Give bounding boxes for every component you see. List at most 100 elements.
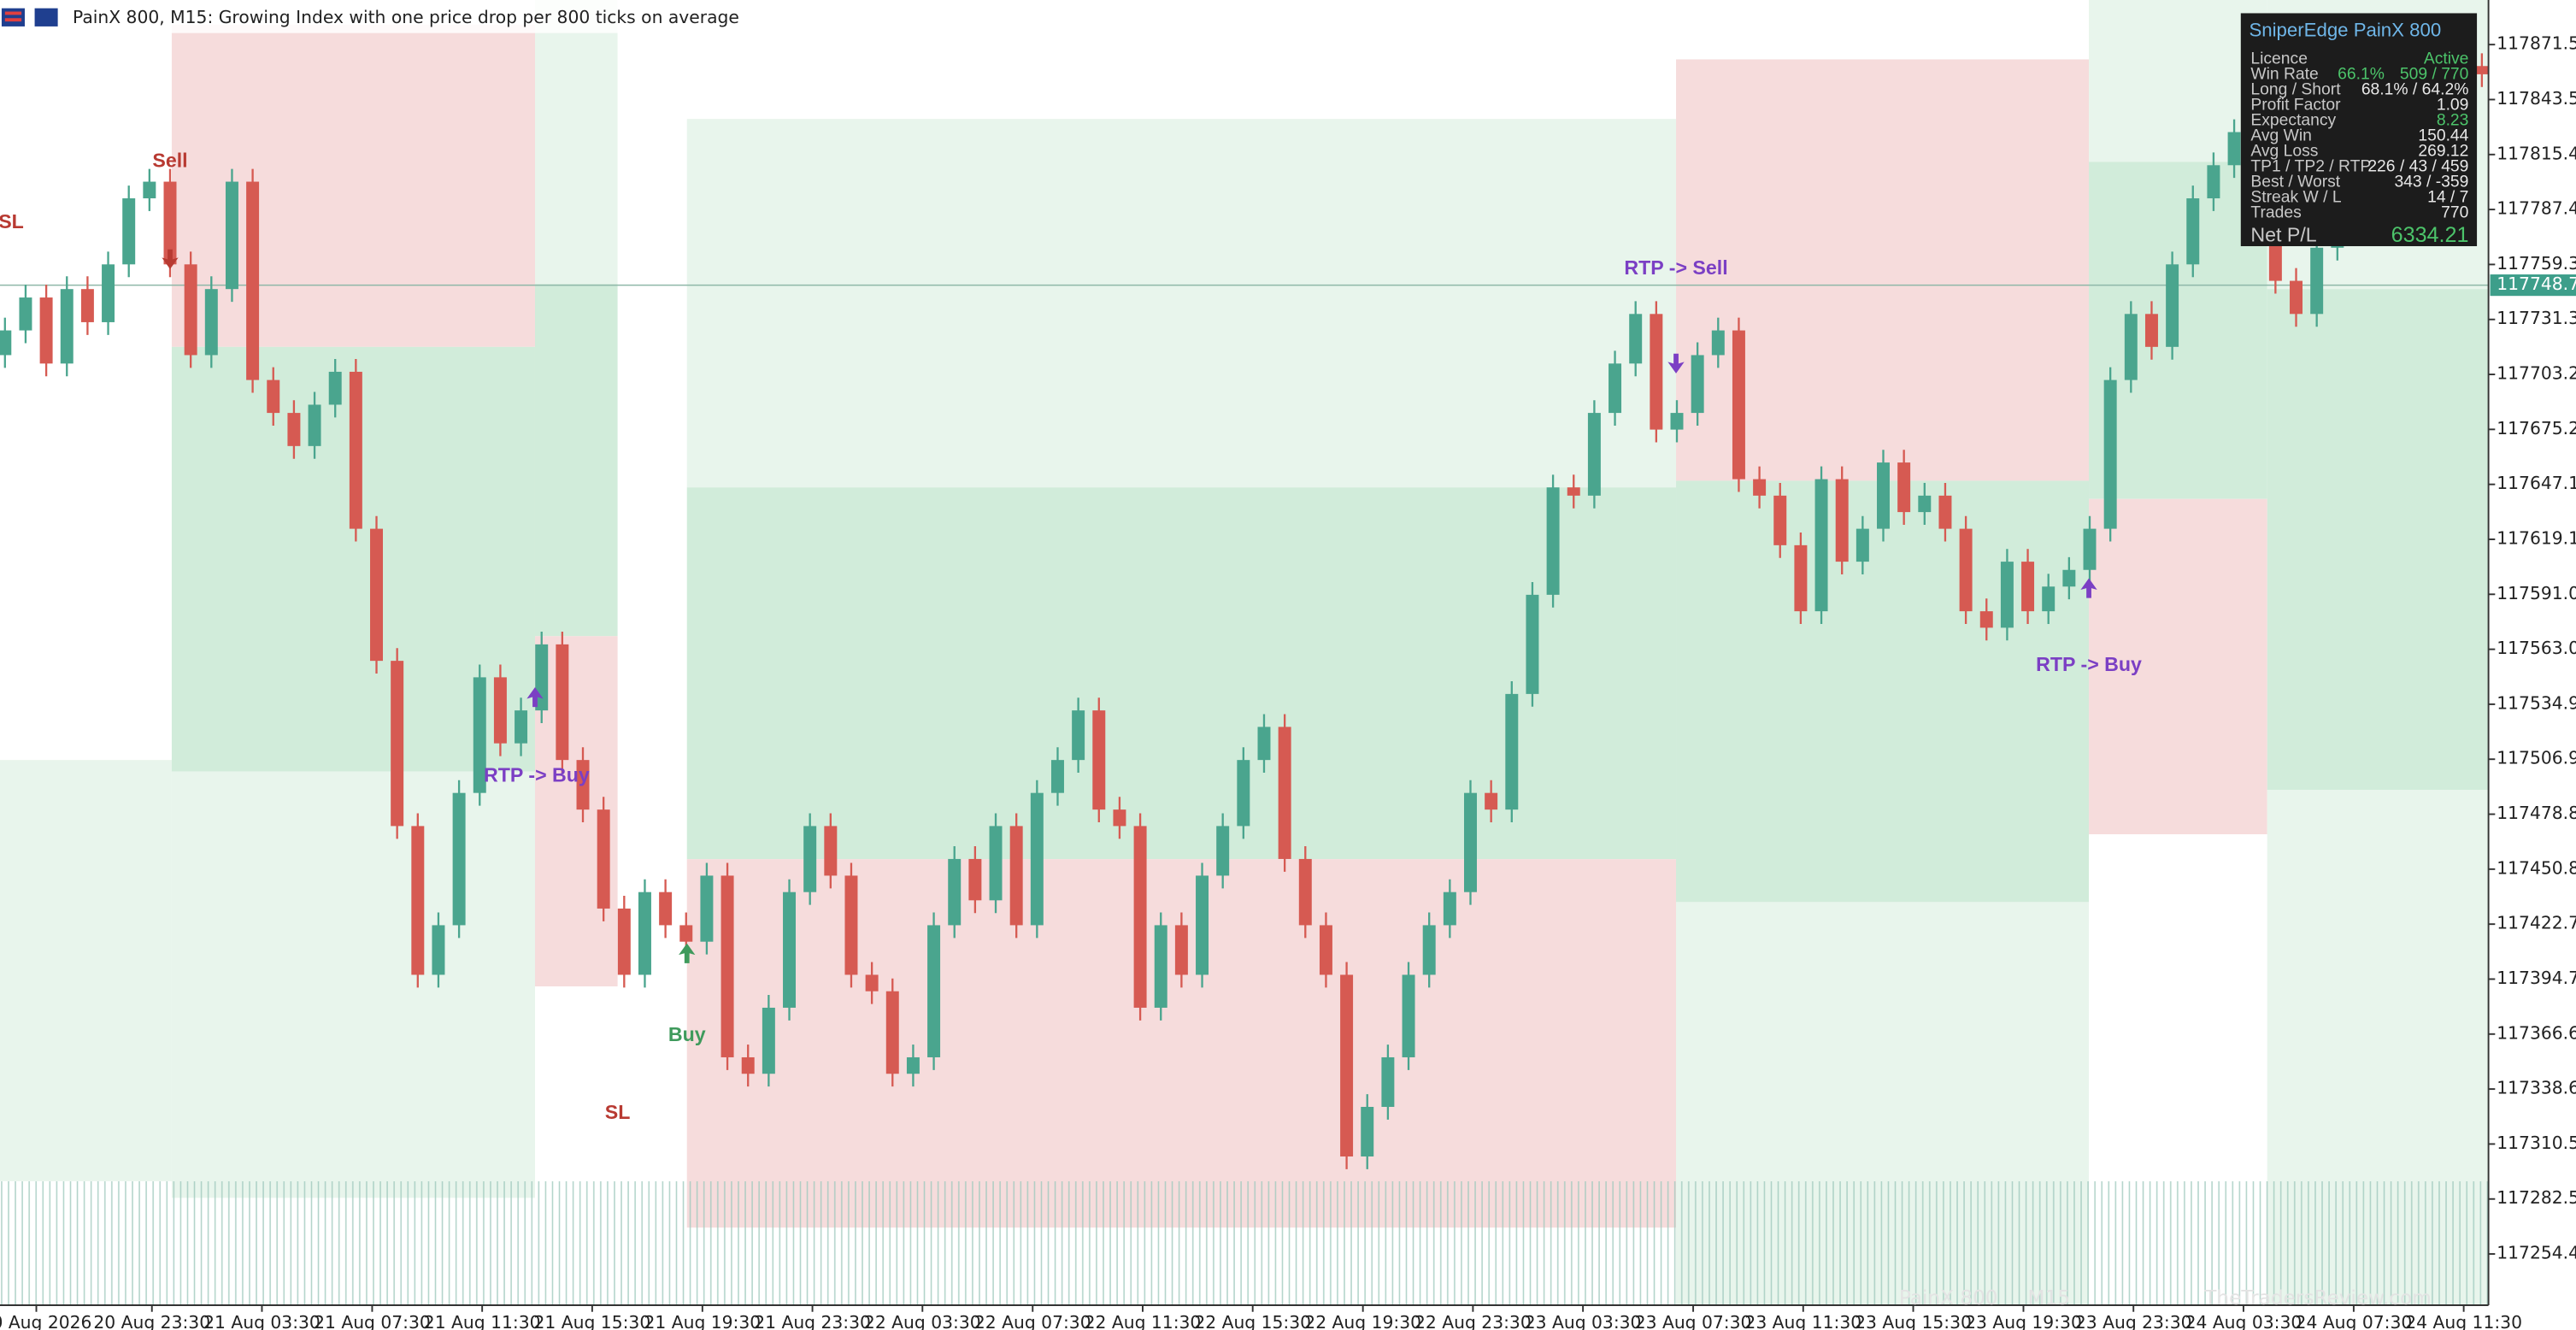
candle-body [2166, 264, 2179, 347]
zone [686, 119, 1677, 488]
candle-body [2062, 569, 2076, 587]
candle-body [576, 760, 590, 810]
candle-body [328, 371, 342, 405]
annotation: Sell [152, 150, 187, 172]
candle-body [1237, 760, 1250, 827]
x-tick-label: 22 Aug 07:30 [974, 1312, 1091, 1330]
y-tick-label: 117591.05 [2497, 583, 2576, 603]
panel-value: 14 / 7 [2427, 188, 2468, 206]
candle-body [1835, 479, 1849, 562]
candle-body [2475, 66, 2489, 74]
candle-body [2021, 562, 2035, 612]
candle-body [493, 677, 507, 744]
y-tick-label: 117282.50 [2497, 1187, 2576, 1208]
x-tick-label: 23 Aug 03:30 [1525, 1312, 1642, 1330]
chart-icon [34, 8, 58, 26]
signal-arrow [526, 686, 544, 708]
y-tick-label: 117506.90 [2497, 748, 2576, 768]
y-tick-label: 117254.45 [2497, 1243, 2576, 1263]
candle-body [1485, 792, 1498, 810]
panel-net-value: 6334.21 [2391, 223, 2469, 247]
x-tick-label: 21 Aug 07:30 [314, 1312, 431, 1330]
y-tick-label: 117787.40 [2497, 198, 2576, 219]
candle-body [432, 925, 445, 975]
panel-label: Best / Worst [2250, 174, 2340, 191]
candle-body [1753, 479, 1767, 496]
panel-label: Win Rate [2250, 66, 2318, 84]
zones [0, 0, 2489, 1306]
x-tick-label: 21 Aug 11:30 [424, 1312, 541, 1330]
y-tick-label: 117563.00 [2497, 638, 2576, 658]
panel-value: 66.1% [2338, 66, 2385, 84]
candle-body [19, 297, 32, 331]
candle-body [659, 892, 673, 926]
y-tick-label: 117703.25 [2497, 363, 2576, 384]
x-tick-label: 21 Aug 03:30 [203, 1312, 321, 1330]
panel-value: 150.44 [2418, 127, 2468, 145]
candle-body [1609, 363, 1622, 414]
candle-body [927, 925, 941, 1057]
candle-body [865, 974, 879, 992]
x-tick-label: 20 Aug 23:30 [93, 1312, 210, 1330]
candle-body [1979, 611, 1993, 628]
candle-body [1877, 462, 1890, 529]
candle-body [1918, 495, 1932, 513]
zone [2267, 289, 2489, 790]
x-tick-label: 22 Aug 03:30 [864, 1312, 981, 1330]
panel-value: 68.1% / 64.2% [2361, 81, 2469, 99]
candle-body [2103, 380, 2117, 529]
panel-title: SniperEdge PainX 800 [2249, 20, 2441, 41]
candle-body [370, 528, 383, 662]
candle-body [1464, 792, 1477, 892]
candle-body [617, 908, 631, 975]
watermark: TheTradersReview.com [2203, 1286, 2431, 1309]
y-tick-label: 117338.60 [2497, 1078, 2576, 1098]
candle-body [885, 991, 899, 1074]
plot: Sell SL RTP -> Buy Buy SL RTP -> Sell RTP -> B… [0, 53, 2489, 1169]
candle-body [989, 826, 1003, 901]
candle-body [143, 181, 156, 199]
candle-body [1361, 1106, 1374, 1156]
candle-body [556, 644, 569, 761]
header-bg [0, 0, 694, 33]
candle-body [1814, 479, 1828, 612]
x-tick-label: 23 Aug 15:30 [1855, 1312, 1972, 1330]
candle-body [1278, 727, 1291, 859]
x-tick-label: 23 Aug 07:30 [1635, 1312, 1752, 1330]
candle-body [1938, 495, 1952, 529]
candle-body [1133, 826, 1147, 1008]
candle-body [102, 264, 115, 322]
annotation: Buy [668, 1023, 706, 1045]
candle-body [225, 181, 238, 290]
panel-bg [2240, 13, 2478, 247]
candle-body [968, 858, 982, 901]
y-tick-label: 117843.50 [2497, 88, 2576, 109]
candle-body [1072, 710, 1085, 761]
candle-body [2144, 314, 2158, 347]
panel-label: Avg Loss [2250, 143, 2318, 161]
x-tick-label: 24 Aug 11:30 [2405, 1312, 2522, 1330]
candle-body [638, 892, 651, 975]
panel-value: 509 / 770 [2400, 66, 2469, 84]
x-tick-label: 21 Aug 15:30 [534, 1312, 651, 1330]
watermark: M15 [2028, 1286, 2070, 1309]
candle-body [1526, 594, 1539, 694]
candle-body [246, 181, 260, 380]
zone [1676, 480, 2090, 903]
candle-body [906, 1056, 920, 1074]
candle-body [184, 264, 197, 356]
x-tick-label: 24 Aug 07:30 [2296, 1312, 2413, 1330]
candle-body [1402, 974, 1415, 1057]
y-tick-label: 117815.45 [2497, 143, 2576, 163]
panel-value: Active [2424, 50, 2469, 68]
watermark: PainX 800 [1899, 1286, 1998, 1309]
candle-body [204, 289, 218, 356]
signal-arrow [1667, 353, 1685, 374]
candle-body [1505, 693, 1519, 810]
x-tick-label: 22 Aug 11:30 [1085, 1312, 1202, 1330]
candle-body [597, 809, 610, 909]
panel-value: 343 / -359 [2394, 174, 2468, 191]
y-tick-label: 117422.75 [2497, 913, 2576, 933]
y-tick-label: 117310.55 [2497, 1133, 2576, 1153]
